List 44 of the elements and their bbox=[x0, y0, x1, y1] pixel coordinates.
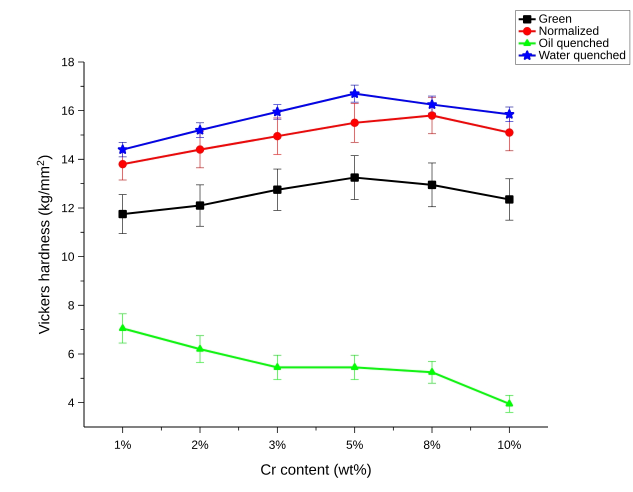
y-tick-label: 12 bbox=[62, 204, 74, 212]
point bbox=[118, 210, 127, 218]
x-tick-label: 10% bbox=[498, 440, 521, 449]
y-tick-label: 18 bbox=[62, 58, 74, 66]
point bbox=[427, 99, 437, 109]
point bbox=[506, 400, 514, 406]
y-tick-label: 8 bbox=[68, 301, 74, 310]
point bbox=[428, 368, 436, 375]
legend-label: Water quenched bbox=[538, 50, 626, 62]
legend-label: Oil quenched bbox=[539, 38, 608, 50]
point bbox=[195, 124, 205, 134]
y-tick-label: 14 bbox=[62, 155, 74, 164]
legend-label: Green bbox=[539, 14, 572, 23]
point bbox=[118, 144, 128, 154]
point bbox=[273, 132, 282, 140]
point bbox=[428, 111, 436, 120]
point bbox=[428, 180, 436, 190]
point bbox=[350, 88, 360, 98]
point bbox=[350, 118, 359, 128]
point bbox=[504, 109, 514, 119]
legend-label: Normalized bbox=[540, 26, 598, 35]
point bbox=[274, 363, 282, 370]
x-tick-label: 2% bbox=[192, 440, 208, 449]
point bbox=[118, 160, 127, 168]
point bbox=[196, 344, 204, 352]
point bbox=[505, 195, 514, 204]
y-tick-label: 10 bbox=[62, 252, 74, 261]
point bbox=[196, 201, 204, 210]
point bbox=[196, 145, 204, 154]
point bbox=[350, 363, 358, 370]
x-tick-label: 8% bbox=[424, 440, 440, 449]
y-tick-label: 4 bbox=[68, 398, 74, 407]
y-tick-label: 16 bbox=[62, 106, 74, 115]
x-tick-label: 5% bbox=[346, 440, 363, 449]
point bbox=[272, 106, 282, 116]
x-tick-label: 1% bbox=[114, 440, 131, 449]
point bbox=[350, 173, 359, 182]
point bbox=[118, 324, 126, 332]
point bbox=[505, 128, 514, 137]
y-tick-label: 6 bbox=[68, 350, 74, 358]
y-axis-title: Vickers hardness (kg/mm$^{2}$) bbox=[36, 156, 52, 334]
x-tick-label: 3% bbox=[269, 440, 286, 449]
point bbox=[273, 186, 282, 194]
x-axis-title: Cr content (wt%) bbox=[261, 464, 371, 478]
